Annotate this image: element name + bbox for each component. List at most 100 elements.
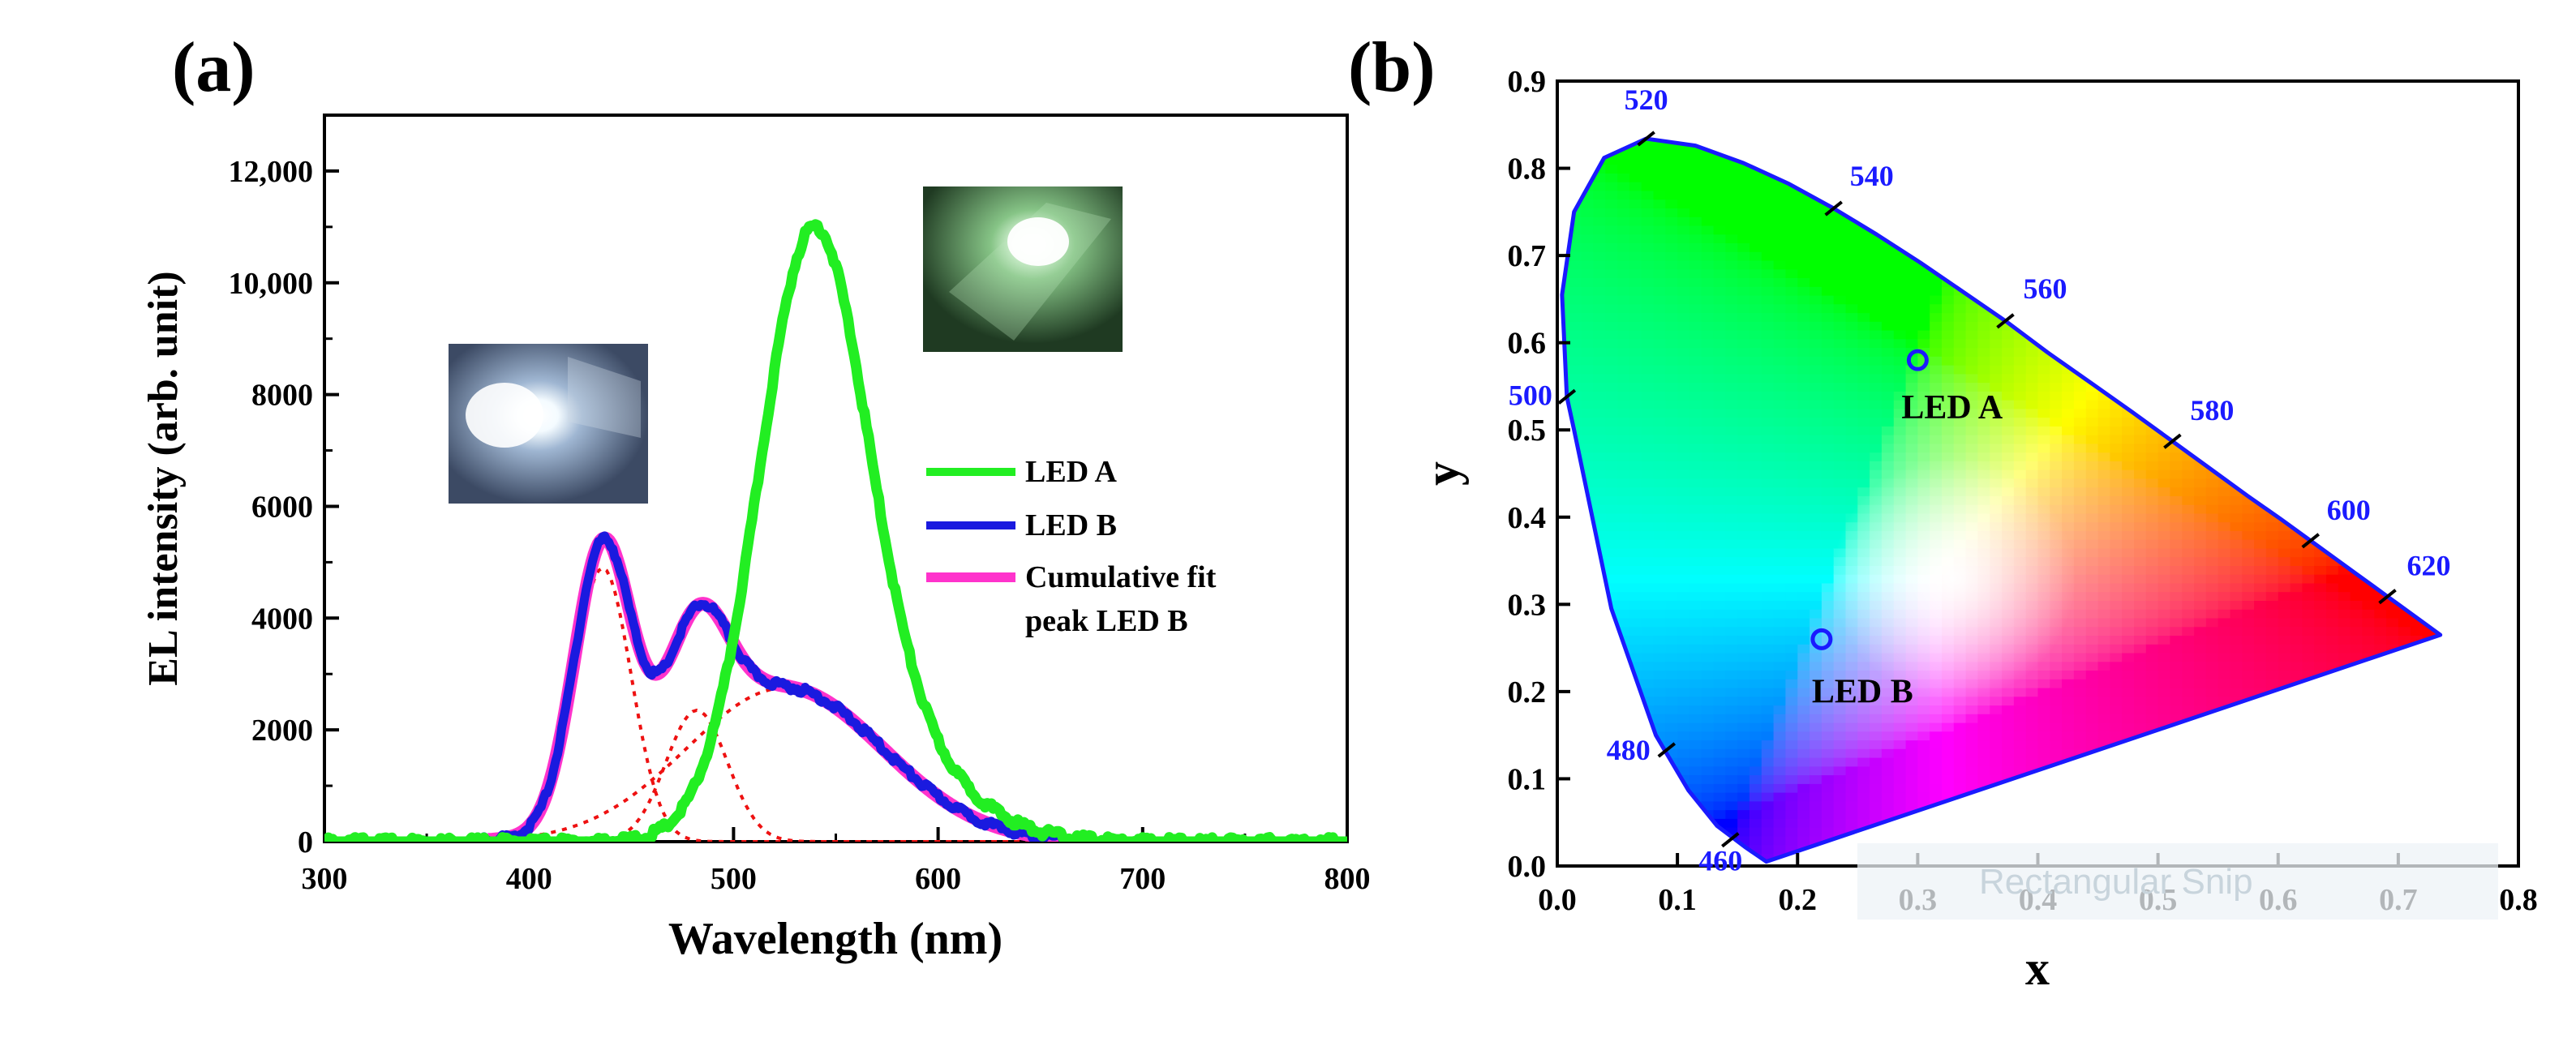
gamut-cell xyxy=(1737,529,1750,540)
gamut-cell xyxy=(1977,791,1991,802)
gamut-cell xyxy=(1942,408,1955,418)
gamut-cell xyxy=(2013,259,2027,270)
gamut-cell xyxy=(2097,487,2111,496)
y-tick-label: 10,000 xyxy=(229,267,314,301)
gamut-cell xyxy=(1593,504,1607,514)
gamut-cell xyxy=(1665,547,1679,558)
gamut-cell xyxy=(2218,294,2231,305)
gamut-cell xyxy=(1785,713,1799,723)
gamut-cell xyxy=(1965,277,1979,287)
gamut-cell xyxy=(2242,826,2256,837)
gamut-cell xyxy=(1641,434,1655,444)
gamut-cell xyxy=(1870,259,1883,270)
gamut-cell xyxy=(2122,705,2135,714)
gamut-cell xyxy=(1689,626,1702,636)
gamut-cell xyxy=(2205,242,2219,252)
gamut-cell xyxy=(1990,382,2003,392)
gamut-cell xyxy=(1966,120,1979,130)
gamut-cell xyxy=(1977,809,1991,819)
gamut-cell xyxy=(2194,617,2207,628)
gamut-cell xyxy=(1737,696,1750,706)
gamut-cell xyxy=(1761,259,1775,270)
gamut-cell xyxy=(1977,190,1991,200)
gamut-cell xyxy=(1593,512,1607,523)
gamut-cell xyxy=(2194,748,2207,758)
gamut-cell xyxy=(2037,208,2051,217)
gamut-cell xyxy=(1629,782,1642,793)
gamut-cell xyxy=(2145,678,2159,688)
gamut-cell xyxy=(1569,277,1582,287)
gamut-cell xyxy=(2037,696,2051,706)
gamut-cell xyxy=(1561,643,1570,654)
gamut-cell xyxy=(2085,320,2099,331)
gamut-cell xyxy=(1581,199,1595,208)
gamut-cell xyxy=(1617,382,1630,392)
gamut-cell xyxy=(2085,661,2099,671)
gamut-cell xyxy=(2073,487,2087,496)
gamut-cell xyxy=(1785,731,1799,741)
gamut-cell xyxy=(1833,521,1847,531)
gamut-cell xyxy=(1689,748,1702,758)
gamut-cell xyxy=(1761,835,1775,846)
gamut-cell xyxy=(1881,364,1895,375)
gamut-cell xyxy=(1689,320,1702,331)
gamut-cell xyxy=(1917,129,1930,139)
gamut-cell xyxy=(2182,320,2196,331)
gamut-cell xyxy=(1641,443,1655,453)
gamut-cell xyxy=(2122,347,2135,357)
gamut-cell xyxy=(2182,312,2196,322)
gamut-cell xyxy=(2122,139,2135,148)
gamut-cell xyxy=(1905,713,1919,723)
gamut-cell xyxy=(1857,364,1871,375)
gamut-cell xyxy=(1605,382,1619,392)
gamut-cell xyxy=(1713,364,1727,375)
gamut-cell xyxy=(1990,285,2003,296)
gamut-cell xyxy=(1750,312,1762,322)
gamut-cell xyxy=(1797,713,1811,723)
gamut-cell xyxy=(2062,347,2075,357)
gamut-cell xyxy=(1810,355,1823,366)
gamut-cell xyxy=(1641,399,1655,409)
gamut-cell xyxy=(2218,495,2231,505)
gamut-cell xyxy=(1773,452,1787,461)
gamut-cell xyxy=(2085,564,2099,575)
gamut-cell xyxy=(1917,139,1931,148)
gamut-cell xyxy=(1689,809,1702,819)
gamut-cell xyxy=(2097,547,2111,558)
gamut-cell xyxy=(1785,521,1799,531)
gamut-cell xyxy=(2194,722,2207,732)
gamut-cell xyxy=(1713,338,1727,349)
gamut-cell xyxy=(1942,155,1955,165)
gamut-cell xyxy=(2037,234,2051,243)
gamut-cell xyxy=(1641,294,1655,305)
gamut-cell xyxy=(1977,329,1991,340)
gamut-cell xyxy=(2194,199,2207,208)
gamut-cell xyxy=(1689,259,1702,270)
gamut-cell xyxy=(1810,800,1823,811)
gamut-cell xyxy=(1917,208,1931,217)
gamut-cell xyxy=(2134,670,2147,679)
gamut-cell xyxy=(2242,129,2255,139)
gamut-cell xyxy=(2073,739,2087,749)
gamut-cell xyxy=(1833,312,1847,322)
gamut-cell xyxy=(1977,748,1991,758)
gamut-cell xyxy=(1701,582,1715,593)
gamut-cell xyxy=(2110,181,2123,191)
gamut-cell xyxy=(1713,234,1727,243)
gamut-cell xyxy=(2085,608,2099,619)
gamut-cell xyxy=(2110,617,2123,628)
gamut-cell xyxy=(1857,251,1871,261)
gamut-cell xyxy=(1561,329,1570,340)
gamut-cell xyxy=(2218,670,2231,679)
gamut-cell xyxy=(2218,320,2231,331)
gamut-cell xyxy=(1617,320,1630,331)
gamut-cell xyxy=(1750,399,1762,409)
gamut-cell xyxy=(1641,268,1655,278)
gamut-cell xyxy=(2145,487,2159,496)
gamut-cell xyxy=(2218,591,2231,601)
gamut-cell xyxy=(1810,146,1823,156)
gamut-cell xyxy=(1773,582,1787,593)
gamut-cell xyxy=(2062,782,2075,793)
gamut-cell xyxy=(2062,208,2075,217)
gamut-cell xyxy=(1881,782,1895,793)
